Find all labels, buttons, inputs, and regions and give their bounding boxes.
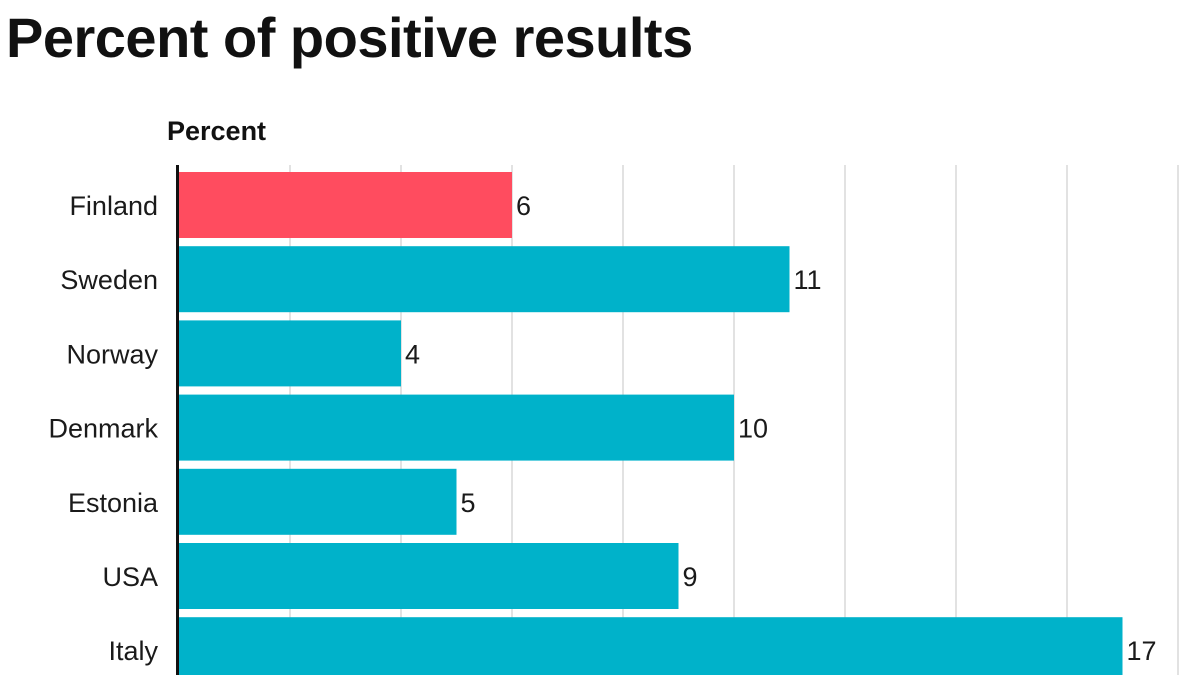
category-label: USA [102, 562, 158, 592]
category-label: Italy [108, 636, 158, 666]
value-label: 4 [405, 339, 420, 369]
category-labels: Finland Sweden Norway Denmark Estonia USA Ital… [48, 191, 159, 666]
bar-usa [179, 543, 679, 609]
category-label: Denmark [48, 414, 158, 444]
chart-title: Percent of positive results [6, 6, 693, 69]
value-label: 9 [683, 562, 698, 592]
value-labels: 6 11 4 10 5 9 17 [405, 191, 1157, 666]
bar-norway [179, 320, 401, 387]
category-label: Sweden [60, 265, 158, 295]
value-label: 6 [516, 191, 531, 221]
unit-label: Percent [167, 116, 267, 146]
bar-italy [179, 617, 1123, 675]
category-label: Estonia [68, 488, 159, 518]
bar-denmark [179, 394, 734, 461]
category-label: Norway [66, 339, 158, 369]
value-label: 17 [1127, 636, 1157, 666]
value-label: 11 [794, 265, 822, 295]
value-label: 5 [461, 488, 476, 518]
bar-estonia [179, 468, 457, 535]
value-label: 10 [738, 414, 768, 444]
bar-finland [179, 172, 512, 238]
category-label: Finland [69, 191, 158, 221]
bar-sweden [179, 246, 790, 313]
bars [179, 172, 1123, 675]
